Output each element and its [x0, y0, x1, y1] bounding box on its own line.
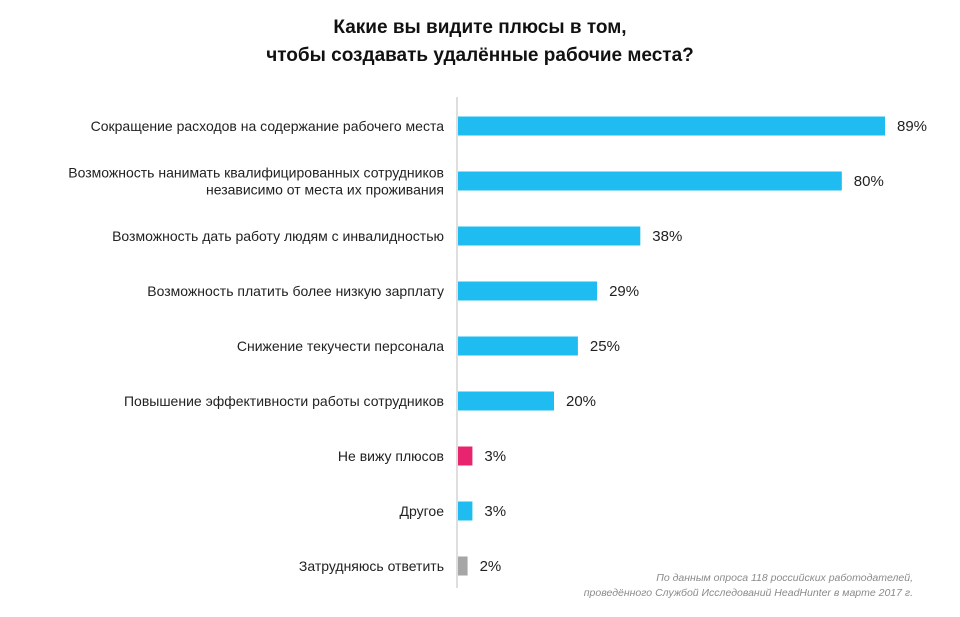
value-label-6: 20%	[566, 393, 596, 410]
category-label-9-line-1: Затрудняюсь ответить	[299, 558, 444, 574]
chart-title-line-2: чтобы создавать удалённые рабочие места?	[266, 45, 694, 66]
bar-4	[458, 281, 598, 301]
bars-layer: 89% Сокращение расходов на содержание раб…	[68, 116, 927, 576]
bar-9	[458, 556, 468, 576]
chart-title: Какие вы видите плюсы в том, чтобы созда…	[0, 14, 960, 70]
source-note: По данным опроса 118 российских работода…	[584, 571, 913, 601]
bar-8	[458, 501, 473, 521]
category-label-3: Возможность дать работу людям с инвалидн…	[112, 228, 444, 244]
value-label-5: 25%	[590, 338, 620, 355]
category-label-7: Не вижу плюсов	[338, 448, 444, 464]
value-label-4: 29%	[609, 283, 639, 300]
bar-3	[458, 226, 641, 246]
bar-7	[458, 446, 473, 466]
category-label-9: Затрудняюсь ответить	[299, 558, 444, 574]
source-note-line-2: проведённого Службой Исследований HeadHu…	[583, 587, 913, 599]
category-label-2-line-1: Возможность нанимать квалифицированных с…	[68, 165, 444, 181]
value-label-3: 38%	[652, 228, 682, 245]
value-label-9: 2%	[480, 558, 502, 575]
chart-title-line-1: Какие вы видите плюсы в том,	[333, 17, 627, 38]
category-label-4: Возможность платить более низкую зарплат…	[147, 283, 444, 299]
bar-5	[458, 336, 578, 356]
bar-1	[458, 116, 885, 136]
category-label-5-line-1: Снижение текучести персонала	[237, 338, 444, 354]
category-label-4-line-1: Возможность платить более низкую зарплат…	[147, 283, 444, 299]
value-label-1: 89%	[897, 118, 927, 135]
category-label-8: Другое	[400, 503, 445, 519]
category-label-7-line-1: Не вижу плюсов	[338, 448, 444, 464]
value-label-8: 3%	[484, 503, 506, 520]
category-label-8-line-1: Другое	[400, 503, 445, 519]
category-label-6-line-1: Повышение эффективности работы сотрудник…	[124, 393, 444, 409]
category-label-2-line-2: независимо от места их проживания	[206, 182, 444, 198]
bar-6	[458, 391, 554, 411]
value-label-7: 3%	[484, 448, 506, 465]
category-label-1-line-1: Сокращение расходов на содержание рабоче…	[91, 118, 445, 134]
category-label-6: Повышение эффективности работы сотрудник…	[124, 393, 444, 409]
category-label-3-line-1: Возможность дать работу людям с инвалидн…	[112, 228, 444, 244]
bar-2	[458, 171, 842, 191]
category-label-1: Сокращение расходов на содержание рабоче…	[91, 118, 445, 134]
category-label-2: Возможность нанимать квалифицированных с…	[68, 165, 444, 198]
category-label-5: Снижение текучести персонала	[237, 338, 444, 354]
source-note-line-1: По данным опроса 118 российских работода…	[656, 572, 913, 584]
value-label-2: 80%	[854, 173, 884, 190]
